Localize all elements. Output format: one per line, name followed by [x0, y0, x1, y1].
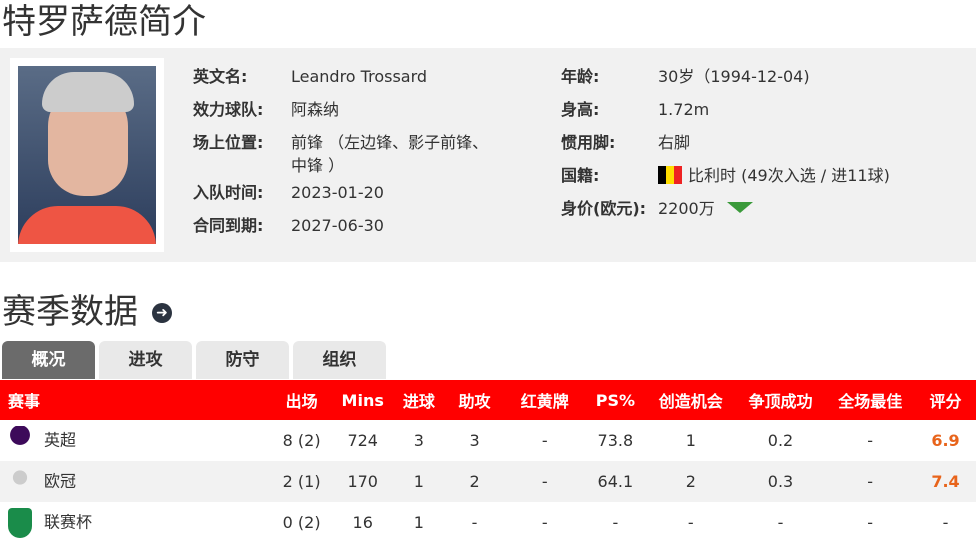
- column-header: 赛事: [0, 380, 272, 420]
- stat-cell: -: [504, 461, 585, 502]
- belgium-flag-icon: [658, 166, 682, 184]
- tab-overview[interactable]: 概况: [2, 341, 95, 379]
- label: 年龄:: [561, 67, 600, 86]
- position-cont: 中锋 ）: [291, 156, 345, 175]
- label: 身价(欧元):: [561, 199, 647, 218]
- competition-name[interactable]: 欧冠: [44, 471, 77, 490]
- stat-cell: 3: [469, 431, 480, 450]
- stat-cell: 0.3: [735, 461, 826, 502]
- column-header: 评分: [914, 380, 976, 420]
- profile-card: 英文名: Leandro Trossard 效力球队: 阿森纳 场上位置: 前锋 （左…: [0, 48, 976, 262]
- column-header: Mins: [332, 380, 394, 420]
- stat-cell: 1: [393, 461, 445, 502]
- stat-cell: 2: [646, 461, 736, 502]
- table-row[interactable]: 英超 8 (2) 724 3 3 - 73.8 1 0.2 - 6.9: [0, 420, 976, 461]
- team-link[interactable]: 阿森纳: [291, 100, 340, 119]
- label: 惯用脚:: [561, 133, 616, 152]
- stat-cell: 0.2: [767, 431, 794, 450]
- stat-cell: -: [612, 513, 619, 532]
- competition: 欧冠: [0, 461, 272, 502]
- stat-cell: -: [471, 513, 478, 532]
- stat-cell: -: [541, 431, 548, 450]
- tab-organize[interactable]: 组织: [293, 341, 386, 379]
- stat-cell: 170: [332, 461, 394, 502]
- tab-attack[interactable]: 进攻: [99, 341, 192, 379]
- stat-cell: 7.4: [914, 461, 976, 502]
- stat-cell: 2: [444, 461, 505, 502]
- height: 1.72m: [658, 100, 710, 119]
- foot: 右脚: [658, 133, 691, 152]
- nationality: 比利时 (49次入选 / 进11球): [688, 166, 890, 185]
- page-title: 特罗萨德简介: [2, 2, 206, 42]
- tab-defense[interactable]: 防守: [196, 341, 289, 379]
- stat-cell: -: [942, 513, 949, 532]
- stat-cell: 0 (2): [282, 513, 321, 532]
- table-row[interactable]: 欧冠 2 (1) 170 1 2-64.1 2 0.3-7.4: [0, 461, 976, 502]
- tabs: 概况 进攻 防守 组织: [2, 341, 386, 379]
- stat-cell: 16: [352, 513, 373, 532]
- stat-cell: 1: [685, 431, 696, 450]
- stat-cell: 8 (2): [282, 431, 321, 450]
- column-header: 红黄牌: [504, 380, 585, 420]
- age: 30岁（1994-12-04): [658, 67, 810, 86]
- premier-league-logo-icon: [8, 425, 32, 456]
- column-header: 助攻: [444, 380, 505, 420]
- stat-cell: 724: [347, 431, 378, 450]
- competition-name[interactable]: 英超: [44, 430, 77, 449]
- table-row[interactable]: 联赛杯 0 (2) 16 1 - - - - - - -: [0, 502, 976, 543]
- column-header: 全场最佳: [825, 380, 915, 420]
- stat-cell: 1: [413, 513, 424, 532]
- stat-cell: -: [687, 513, 694, 532]
- english-name: Leandro Trossard: [291, 67, 428, 86]
- champions-league-logo-icon: [8, 466, 32, 497]
- label: 合同到期:: [193, 216, 264, 235]
- carabao-cup-logo-icon: [8, 507, 32, 538]
- competition: 联赛杯: [0, 502, 271, 543]
- join-date: 2023-01-20: [291, 183, 384, 202]
- stat-cell: -: [541, 513, 548, 532]
- competition-name[interactable]: 联赛杯: [44, 512, 93, 531]
- stat-cell: 2 (1): [271, 461, 333, 502]
- column-header: 争顶成功: [735, 380, 826, 420]
- column-header: PS%: [584, 380, 647, 420]
- label: 英文名:: [193, 67, 248, 86]
- label: 效力球队:: [193, 100, 264, 119]
- season-title: 赛季数据: [2, 292, 138, 332]
- contract-end: 2027-06-30: [291, 216, 384, 235]
- stats-table: 赛事 出场 Mins 进球 助攻 红黄牌 PS% 创造机会 争顶成功 全场最佳 评分英超 8 (2) 7…: [0, 380, 976, 543]
- label: 场上位置:: [193, 133, 264, 152]
- player-photo: [10, 58, 164, 252]
- label: 入队时间:: [193, 183, 264, 202]
- stat-cell: -: [777, 513, 784, 532]
- arrow-right-icon[interactable]: ➜: [152, 303, 172, 323]
- stat-cell: -: [867, 431, 874, 450]
- competition: 英超: [0, 420, 271, 461]
- stat-cell: -: [867, 513, 874, 532]
- stat-cell: -: [825, 461, 915, 502]
- market-value: 2200万: [658, 199, 715, 218]
- column-header: 创造机会: [646, 380, 736, 420]
- stat-cell: 6.9: [931, 431, 960, 450]
- label: 身高:: [561, 100, 600, 119]
- position: 前锋 （左边锋、影子前锋、: [291, 133, 489, 152]
- stat-cell: 3: [413, 431, 424, 450]
- trend-down-icon: [726, 202, 753, 213]
- column-header: 出场: [271, 380, 333, 420]
- column-header: 进球: [393, 380, 445, 420]
- stat-cell: 64.1: [584, 461, 647, 502]
- stat-cell: 73.8: [597, 431, 634, 450]
- label: 国籍:: [561, 166, 600, 185]
